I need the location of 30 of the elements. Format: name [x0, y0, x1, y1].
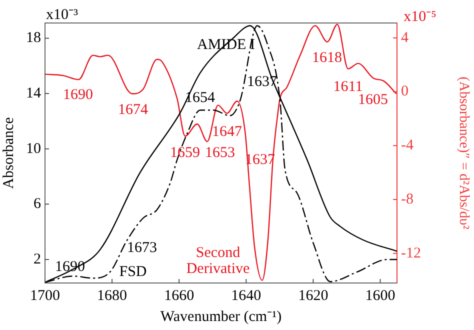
annotation: Second Derivative	[186, 244, 250, 277]
annotation: 1690	[63, 86, 93, 103]
y-tick-label: 18	[26, 30, 41, 46]
y-tick-label: 6	[34, 196, 42, 212]
annotation: 1618	[312, 50, 342, 66]
y2-tick-label: 4	[401, 30, 409, 46]
x-tick-label: 1640	[231, 288, 262, 304]
y2-tick-label: -4	[401, 138, 414, 154]
x-tick-label: 1680	[97, 288, 128, 304]
y-tick-label: 14	[26, 85, 42, 102]
x-tick-label: 1620	[298, 288, 328, 304]
y2-axis-title: (Absorbance)″ = d²Abs/dυ²	[456, 76, 471, 230]
annotation: FSD	[119, 264, 147, 280]
annotation: 1653	[205, 144, 235, 161]
y-axis-title: Absorbance	[0, 116, 17, 189]
x-axis-title: Wavenumber (cm⁻¹)	[160, 308, 282, 325]
annotation: 1647	[212, 124, 242, 140]
annotation: 1659	[170, 144, 200, 161]
annotation: 1674	[118, 102, 148, 118]
text: x10⁻³	[46, 6, 78, 23]
y-tick-label: 10	[26, 140, 41, 157]
y-tick-label: 2	[34, 251, 41, 268]
text: x10⁻⁵	[404, 8, 436, 25]
y2-tick-label: -8	[401, 191, 414, 208]
x-tick-label: 1600	[365, 288, 396, 304]
y2-tick-label: 0	[401, 84, 408, 100]
y2-tick-label: -12	[401, 245, 421, 262]
x-tick-label: 1660	[164, 288, 194, 304]
x-tick-label: 1700	[30, 288, 60, 304]
annotation: 1673	[127, 240, 157, 256]
